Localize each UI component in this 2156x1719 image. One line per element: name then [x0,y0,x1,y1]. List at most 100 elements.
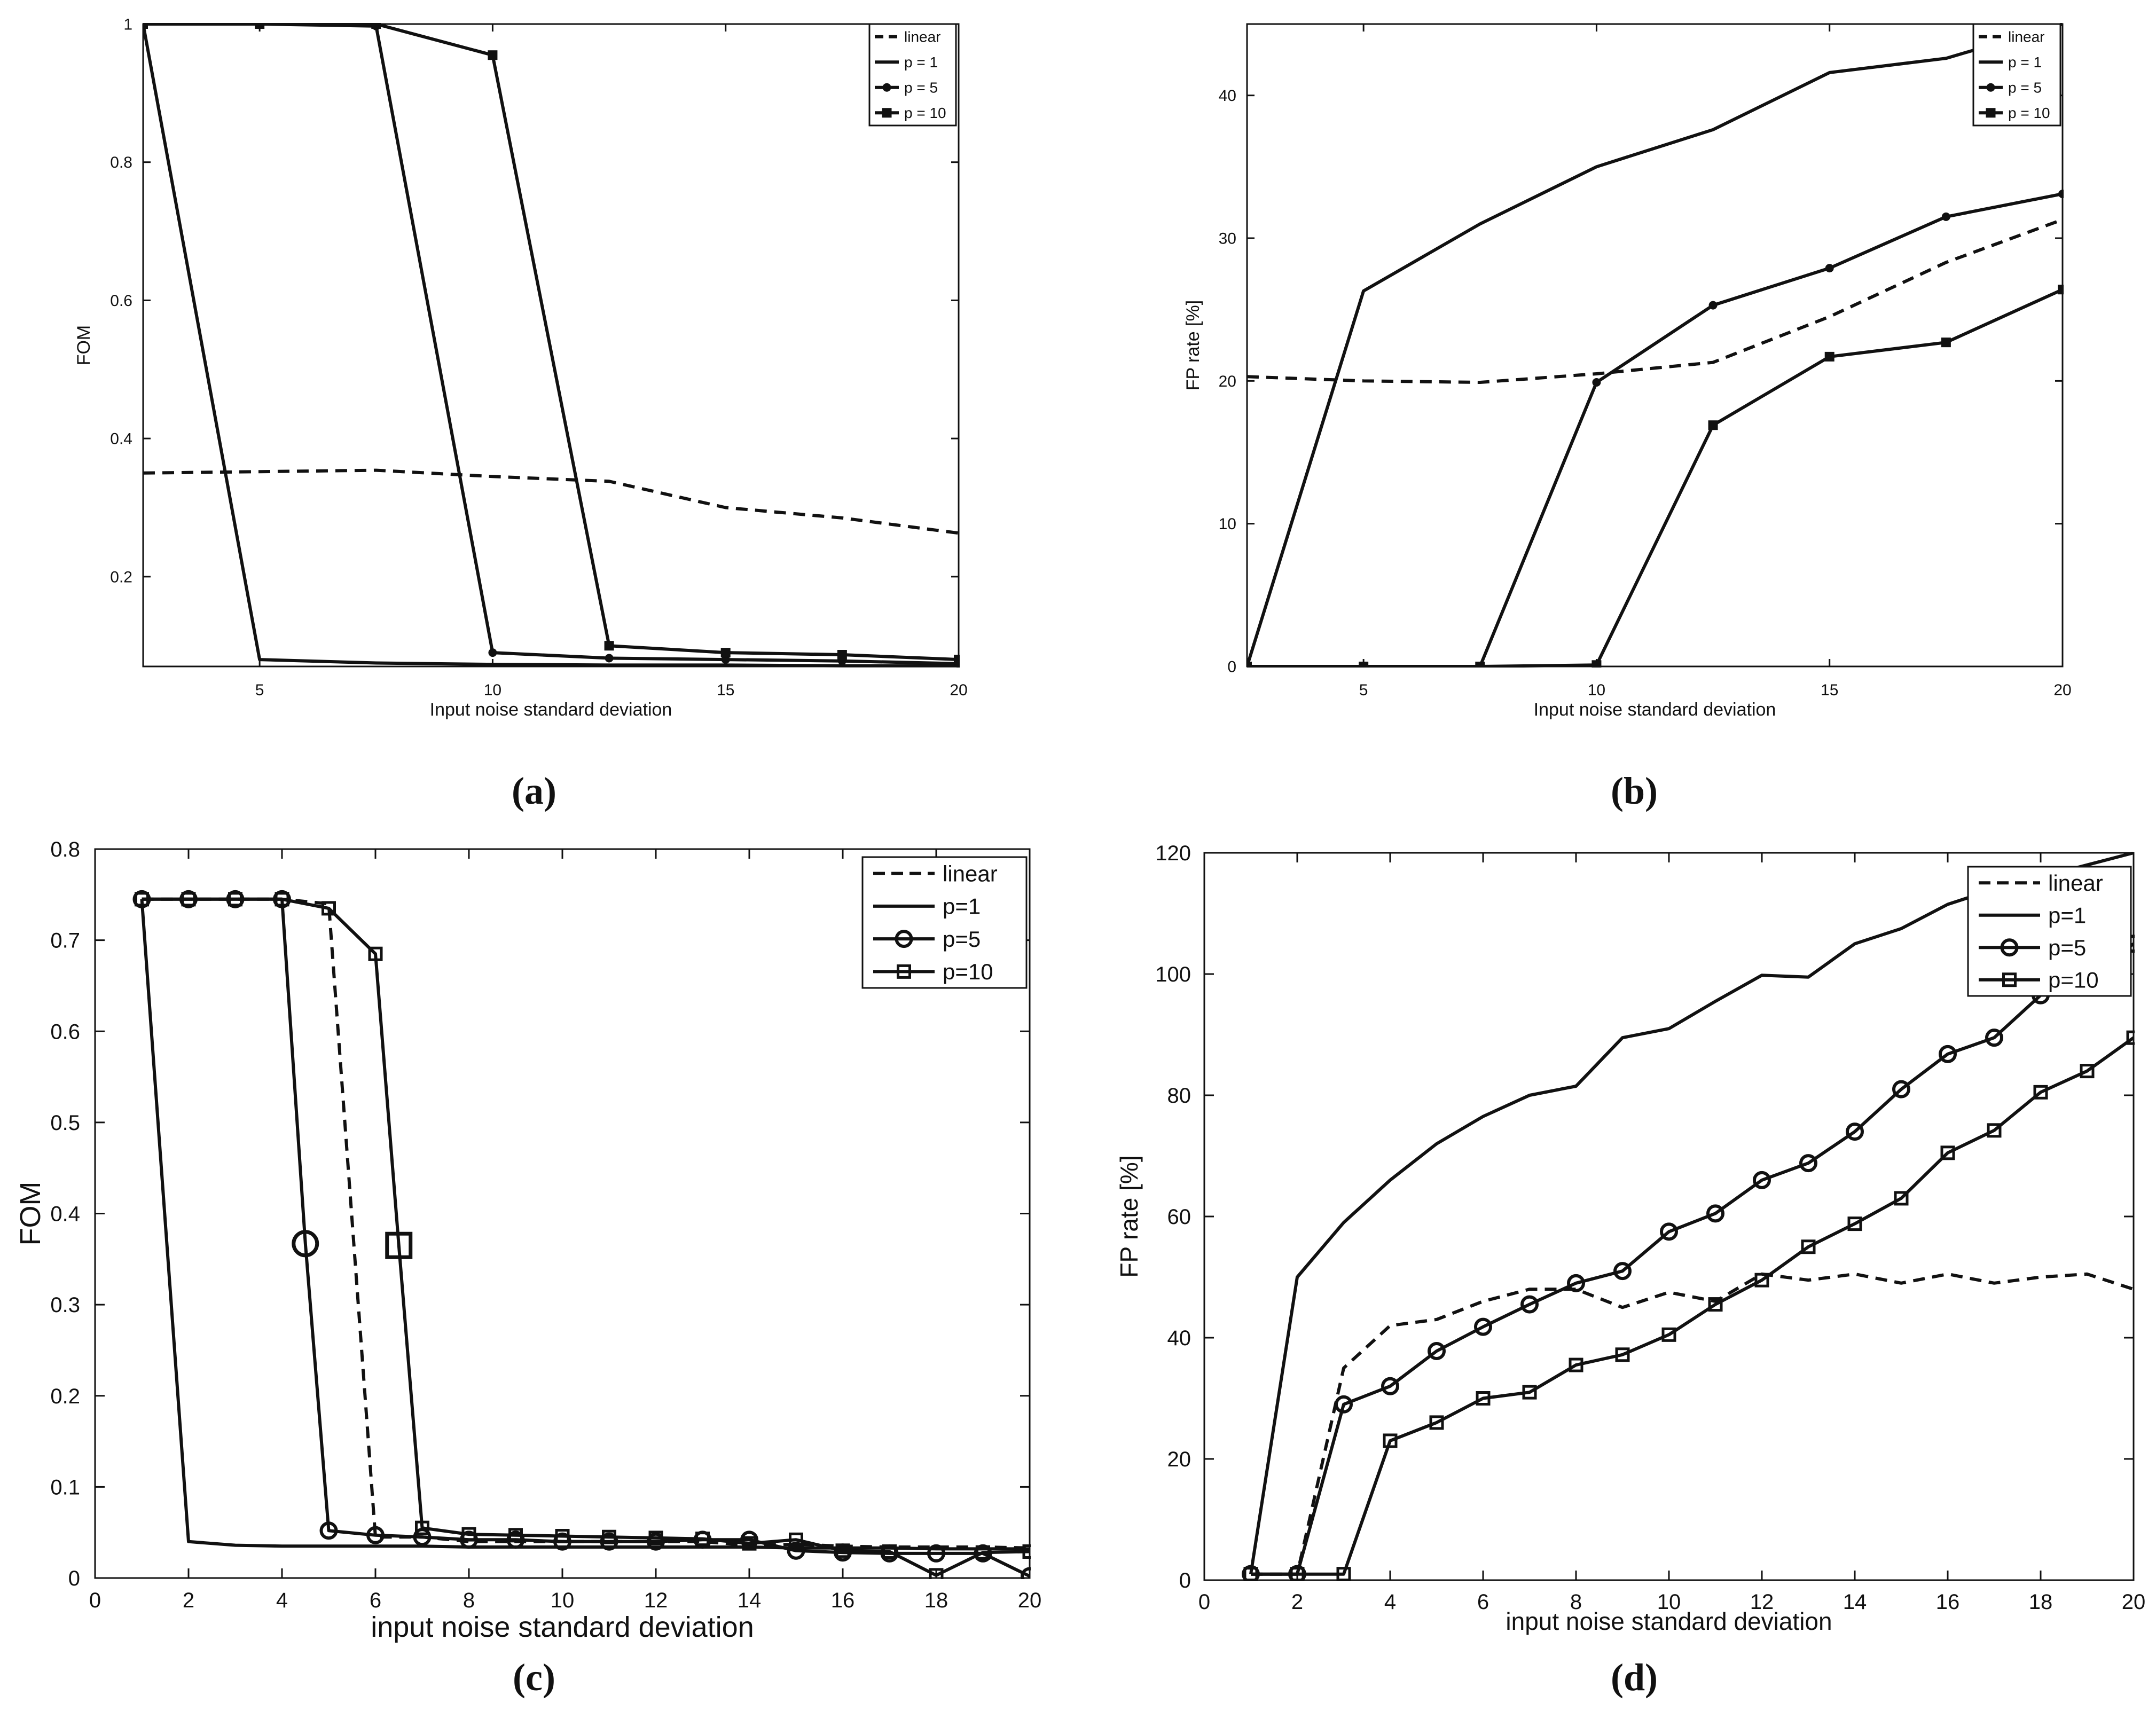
data-point-marker [292,1230,319,1258]
x-tick-label: 6 [1477,1590,1489,1614]
legend-label: p = 1 [2008,54,2042,70]
data-point-marker [1474,1317,1492,1336]
y-tick-label: 0.7 [50,929,80,953]
data-point-marker [695,1532,710,1547]
data-point-marker [1021,1567,1031,1579]
series-line-p=10 [1247,288,2064,668]
data-point-marker [555,1529,570,1544]
data-point-marker [602,1529,616,1544]
x-tick-label: 10 [1657,1590,1681,1614]
data-point-marker [787,1541,805,1560]
x-tick-label: 10 [484,681,501,699]
data-point-marker [2002,972,2017,987]
data-point-marker [837,650,847,660]
data-point-marker [181,892,196,907]
x-tick-label: 18 [2029,1590,2053,1614]
data-point-marker [1824,351,1834,362]
legend-label: p=1 [2048,902,2086,928]
data-point-marker [553,1532,571,1551]
legend-label: linear [904,29,940,45]
y-axis-label: FOM [14,1182,46,1246]
legend-label: p=5 [2048,935,2086,960]
legend-label: p = 5 [904,80,938,96]
legend-label: p=10 [2048,967,2099,992]
legend-label: linear [2048,870,2103,896]
y-tick-label: 1 [123,16,132,34]
data-point-marker [2058,285,2064,295]
legend-label: p = 10 [904,105,946,121]
data-point-marker [366,1526,385,1544]
data-point-marker [1660,1222,1678,1241]
data-point-marker [1939,1045,1957,1063]
data-point-marker [1986,108,1996,118]
data-point-marker [275,892,289,907]
data-point-marker [1799,1154,1817,1173]
y-tick-label: 10 [1219,515,1236,533]
data-point-marker [1661,1327,1676,1342]
panel-caption: (a) [512,770,556,812]
y-tick-label: 120 [1155,842,1191,865]
y-tick-label: 0.4 [110,430,132,448]
data-point-marker [604,641,614,651]
data-point-marker [2126,1030,2135,1045]
data-point-marker [1985,1029,2003,1047]
data-point-marker [927,1544,945,1563]
series-group [1247,23,2064,668]
series-line-p=1 [1247,23,2063,667]
y-tick-label: 0.2 [50,1385,80,1408]
data-point-marker [488,648,497,657]
y-axis-label: FP rate [%] [1115,1155,1143,1277]
panel-c: 0 2 4 6 8 10 12 14 16 18 20 0 0.1 0.2 0.3 0.4 0.5 0.6 0.7 0… [14,838,1041,1699]
x-axis-label: Input noise standard deviation [1534,700,1776,720]
x-tick-label: 15 [717,681,734,699]
data-point-marker [600,1532,618,1551]
data-point-marker [1247,662,1252,668]
y-tick-label: 20 [1219,373,1236,390]
series-group [143,23,960,668]
x-tick-label: 14 [1843,1590,1867,1614]
data-point-marker [1708,1297,1723,1312]
series-line-p=10 [1251,1036,2135,1576]
panel-b: 5 10 15 20 0 10 20 30 40 Input noise standard dev… [1183,23,2072,812]
data-point-marker [1847,1216,1862,1231]
y-tick-label: 0.8 [110,154,132,171]
data-point-marker [1381,1377,1399,1395]
panel-caption: (d) [1611,1656,1658,1699]
data-point-marker [1846,1123,1864,1141]
data-point-marker [1567,1274,1585,1292]
x-tick-label: 20 [2053,681,2071,699]
data-point-marker [1022,1544,1031,1559]
x-tick-label: 16 [831,1589,855,1612]
data-point-marker [1894,1191,1909,1206]
data-point-marker [135,892,149,907]
data-point-marker [2058,190,2064,199]
data-point-marker [1613,1262,1632,1281]
x-tick-label: 0 [89,1589,101,1612]
data-point-marker [1708,301,1718,310]
data-point-marker [605,654,614,663]
data-point-marker [371,23,381,29]
data-point-marker [1892,1080,1910,1098]
data-point-marker [1475,662,1485,668]
data-point-marker [460,1530,478,1549]
x-axis-label: input noise standard deviation [371,1611,754,1643]
series-line-p=1 [140,899,1030,1551]
y-tick-label: 100 [1155,963,1191,986]
series-group [132,890,1031,1579]
data-point-marker [508,1528,523,1543]
x-tick-label: 5 [255,681,264,699]
data-point-marker [1987,1123,2002,1138]
data-point-marker [1359,662,1369,668]
data-point-marker [415,1520,429,1535]
data-point-marker [1940,1145,1955,1160]
panel-caption: (b) [1611,770,1658,812]
x-axis-label: Input noise standard deviation [430,700,672,720]
data-point-marker [2000,938,2019,957]
y-tick-label: 0.4 [50,1203,80,1226]
data-point-marker [954,655,960,665]
y-tick-label: 0.6 [110,292,132,310]
data-point-marker [740,1530,758,1549]
y-tick-label: 80 [1167,1084,1191,1108]
x-tick-label: 18 [924,1589,948,1612]
data-point-marker [1383,1433,1398,1448]
